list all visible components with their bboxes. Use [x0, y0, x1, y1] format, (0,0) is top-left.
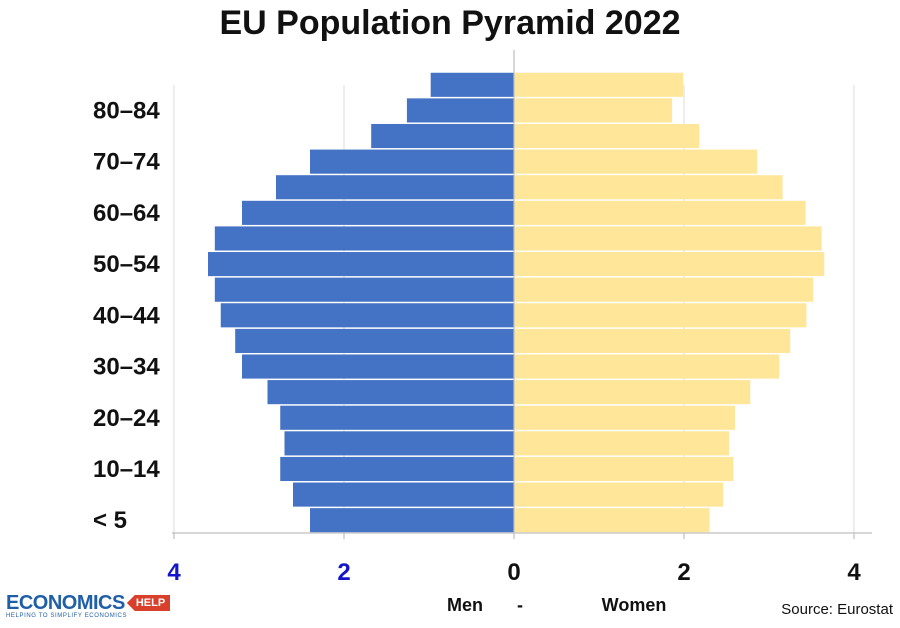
- chart-title: EU Population Pyramid 2022: [219, 4, 681, 42]
- bar-men: [242, 200, 514, 225]
- bar-men: [430, 72, 514, 97]
- bar-women: [514, 431, 730, 456]
- bar-women: [514, 123, 700, 149]
- bar-men: [220, 303, 514, 328]
- x-tick-label: 4: [847, 559, 861, 586]
- y-tick-label: 80–84: [93, 97, 160, 124]
- bar-men: [214, 226, 515, 251]
- bar-men: [242, 354, 514, 379]
- caption-separator: -: [517, 595, 523, 615]
- y-tick-label: 70–74: [93, 149, 160, 176]
- bar-women: [514, 303, 807, 328]
- x-tick-label: 2: [337, 559, 350, 586]
- bar-men: [310, 149, 514, 174]
- logo-tagline: HELPING TO SIMPLIFY ECONOMICS: [6, 613, 128, 619]
- bar-women: [514, 98, 673, 123]
- bar-women: [514, 277, 814, 302]
- men-caption: Men: [447, 595, 483, 615]
- bar-women: [514, 354, 780, 379]
- source-note: Source: Eurostat: [781, 601, 894, 618]
- y-tick-label: 50–54: [93, 251, 160, 278]
- bar-women: [514, 200, 806, 225]
- bar-women: [514, 456, 734, 482]
- bar-men: [406, 98, 514, 123]
- y-tick-label: 60–64: [93, 200, 160, 227]
- bar-women: [514, 149, 758, 174]
- axes: [172, 50, 872, 539]
- bar-men: [267, 380, 514, 405]
- x-tick-label: 2: [677, 559, 690, 586]
- bar-men: [280, 456, 514, 482]
- y-tick-label: 30–34: [93, 354, 160, 381]
- bar-men: [235, 328, 514, 353]
- bar-men: [371, 123, 514, 149]
- y-tick-label: < 5: [93, 507, 127, 534]
- y-tick-label: 10–14: [93, 456, 160, 483]
- y-tick-label: 40–44: [93, 302, 160, 329]
- bar-men: [208, 252, 514, 277]
- bar-men: [280, 405, 514, 430]
- bar-women: [514, 405, 735, 430]
- bar-women: [514, 482, 724, 507]
- bar-men: [310, 508, 514, 533]
- bar-women: [514, 226, 822, 251]
- bar-women: [514, 175, 783, 200]
- women-caption: Women: [602, 595, 667, 615]
- bar-women: [514, 380, 751, 405]
- y-tick-label: 20–24: [93, 405, 160, 432]
- bar-group: [208, 72, 825, 533]
- x-tick-label: 4: [167, 559, 181, 586]
- x-tick-label: 0: [507, 559, 520, 586]
- economics-help-logo: ECONOMICS HELP HELPING TO SIMPLIFY ECONOM…: [6, 592, 171, 619]
- logo-tag: HELP: [126, 595, 171, 611]
- y-tick-labels: < 5 10–14 20–24 30–34 40–44 50–54 60–64 70–74 80…: [93, 97, 160, 534]
- bar-women: [514, 508, 710, 533]
- bar-men: [276, 175, 514, 200]
- bar-men: [284, 431, 514, 456]
- bar-women: [514, 252, 825, 277]
- bar-men: [214, 277, 515, 302]
- bar-women: [514, 328, 791, 353]
- bar-women: [514, 72, 684, 97]
- bar-men: [293, 482, 514, 507]
- x-tick-labels: 4 2 0 2 4: [167, 559, 861, 586]
- logo-wordmark: ECONOMICS: [6, 592, 125, 614]
